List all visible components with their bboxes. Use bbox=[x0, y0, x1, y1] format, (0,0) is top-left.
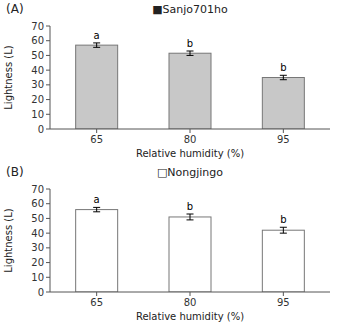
y-tick-label: 30 bbox=[31, 79, 44, 90]
x-tick-label: 65 bbox=[90, 297, 103, 308]
bar bbox=[76, 45, 118, 129]
error-cap bbox=[280, 75, 287, 76]
y-tick bbox=[46, 218, 50, 219]
x-axis-label: Relative humidity (%) bbox=[136, 311, 244, 322]
error-cap bbox=[280, 79, 287, 80]
y-tick bbox=[46, 84, 50, 85]
significance-letter: b bbox=[280, 62, 286, 73]
x-tick bbox=[96, 292, 97, 296]
y-tick-label: 0 bbox=[38, 124, 44, 135]
marks bbox=[76, 207, 305, 292]
significance-letter: a bbox=[94, 30, 100, 41]
bar bbox=[262, 230, 304, 292]
significance-letter: b bbox=[187, 38, 193, 49]
marks bbox=[76, 43, 305, 129]
bar bbox=[169, 53, 211, 129]
y-axis-label: Lightness (L) bbox=[3, 45, 14, 110]
y-tick bbox=[46, 129, 50, 130]
y-tick-label: 50 bbox=[31, 50, 44, 61]
y-tick-label: 60 bbox=[31, 198, 44, 209]
y-tick-label: 40 bbox=[31, 65, 44, 76]
y-tick-label: 20 bbox=[31, 257, 44, 268]
title: □Nongjingo bbox=[157, 166, 223, 179]
error-cap bbox=[93, 42, 100, 43]
error-cap bbox=[280, 233, 287, 234]
y-tick bbox=[46, 203, 50, 204]
error-bar bbox=[280, 75, 287, 79]
x-axis-label: Relative humidity (%) bbox=[136, 148, 244, 159]
panel-label: (B) bbox=[6, 165, 24, 179]
error-stem bbox=[283, 75, 284, 79]
error-cap bbox=[280, 227, 287, 228]
x-tick-label: 95 bbox=[277, 134, 290, 145]
error-bar bbox=[187, 51, 194, 55]
x-tick-label: 80 bbox=[184, 297, 197, 308]
y-tick bbox=[46, 262, 50, 263]
x-axis bbox=[50, 129, 330, 130]
y-tick-label: 30 bbox=[31, 242, 44, 253]
x-tick bbox=[190, 129, 191, 133]
error-cap bbox=[187, 219, 194, 220]
y-tick-label: 40 bbox=[31, 228, 44, 239]
bar bbox=[262, 78, 304, 130]
x-tick-label: 65 bbox=[90, 134, 103, 145]
error-cap bbox=[93, 47, 100, 48]
y-tick bbox=[46, 292, 50, 293]
y-tick bbox=[46, 114, 50, 115]
error-cap bbox=[187, 55, 194, 56]
y-tick-label: 0 bbox=[38, 287, 44, 298]
y-tick-label: 50 bbox=[31, 213, 44, 224]
x-tick-label: 80 bbox=[184, 134, 197, 145]
chart-root: (A) ■Sanjo701ho 0 10 20 30 40 50 60 70 a b b 65 80 95 Re… bbox=[0, 0, 342, 326]
error-cap bbox=[93, 211, 100, 212]
y-axis bbox=[50, 26, 51, 129]
y-tick-label: 10 bbox=[31, 109, 44, 120]
title: ■Sanjo701ho bbox=[152, 3, 228, 16]
x-tick bbox=[190, 292, 191, 296]
bar bbox=[76, 210, 118, 292]
significance-letter: a bbox=[94, 194, 100, 205]
y-tick bbox=[46, 40, 50, 41]
y-tick-label: 10 bbox=[31, 272, 44, 283]
x-axis bbox=[50, 292, 330, 293]
x-tick-label: 95 bbox=[277, 297, 290, 308]
y-tick bbox=[46, 55, 50, 56]
error-bar bbox=[280, 227, 287, 233]
error-bar bbox=[93, 43, 100, 47]
y-axis bbox=[50, 189, 51, 292]
error-bar bbox=[187, 214, 194, 220]
y-tick bbox=[46, 233, 50, 234]
panel-label: (A) bbox=[6, 2, 24, 16]
error-cap bbox=[93, 207, 100, 208]
y-tick bbox=[46, 277, 50, 278]
x-tick bbox=[96, 129, 97, 133]
error-cap bbox=[187, 51, 194, 52]
y-tick bbox=[46, 26, 50, 27]
panel: (A) ■Sanjo701ho 0 10 20 30 40 50 60 70 a b b 65 80 95 Re… bbox=[3, 2, 330, 159]
x-tick bbox=[283, 129, 284, 133]
y-tick-label: 20 bbox=[31, 94, 44, 105]
y-tick-label: 70 bbox=[31, 21, 44, 32]
y-tick bbox=[46, 70, 50, 71]
significance-letter: b bbox=[187, 201, 193, 212]
y-tick bbox=[46, 189, 50, 190]
error-stem bbox=[96, 43, 97, 47]
error-stem bbox=[96, 207, 97, 211]
y-tick bbox=[46, 247, 50, 248]
error-stem bbox=[190, 51, 191, 55]
panel: (B) □Nongjingo 0 10 20 30 40 50 60 70 a b b 65 80 95 Rel… bbox=[3, 165, 330, 322]
error-stem bbox=[283, 227, 284, 233]
error-bar bbox=[93, 207, 100, 211]
y-tick bbox=[46, 99, 50, 100]
error-cap bbox=[187, 214, 194, 215]
significance-letter: b bbox=[280, 214, 286, 225]
y-tick-label: 60 bbox=[31, 35, 44, 46]
y-tick-label: 70 bbox=[31, 184, 44, 195]
bar bbox=[169, 217, 211, 292]
error-stem bbox=[190, 214, 191, 220]
y-axis-label: Lightness (L) bbox=[3, 208, 14, 273]
x-tick bbox=[283, 292, 284, 296]
